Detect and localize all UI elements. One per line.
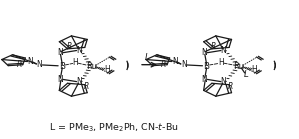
Text: Ru: Ru — [86, 62, 97, 71]
Text: R: R — [211, 42, 216, 51]
Text: N: N — [28, 57, 33, 66]
Text: N: N — [181, 60, 187, 69]
Text: N: N — [57, 75, 63, 84]
Text: B: B — [203, 62, 209, 71]
Text: R: R — [16, 60, 22, 69]
Text: H: H — [251, 65, 257, 74]
Text: B: B — [59, 62, 65, 71]
Text: L = PMe$_3$, PMe$_2$Ph, CN-$t$-Bu: L = PMe$_3$, PMe$_2$Ph, CN-$t$-Bu — [49, 121, 179, 134]
Text: N: N — [76, 77, 82, 86]
Text: N: N — [76, 46, 82, 55]
Text: R: R — [66, 42, 72, 51]
Text: R: R — [161, 60, 166, 69]
Text: H: H — [104, 65, 109, 74]
Text: N: N — [220, 77, 226, 86]
Text: R: R — [84, 82, 89, 91]
Text: N: N — [172, 57, 178, 66]
Text: Ru: Ru — [233, 62, 244, 71]
Text: H: H — [72, 58, 78, 67]
Text: H: H — [218, 58, 224, 67]
Text: L: L — [244, 70, 248, 79]
Text: R: R — [228, 82, 233, 91]
Text: N: N — [202, 75, 208, 84]
Text: N: N — [36, 60, 42, 69]
Text: N: N — [57, 49, 63, 58]
Text: N: N — [202, 49, 208, 58]
Text: N: N — [220, 46, 226, 55]
Text: L: L — [145, 53, 150, 62]
